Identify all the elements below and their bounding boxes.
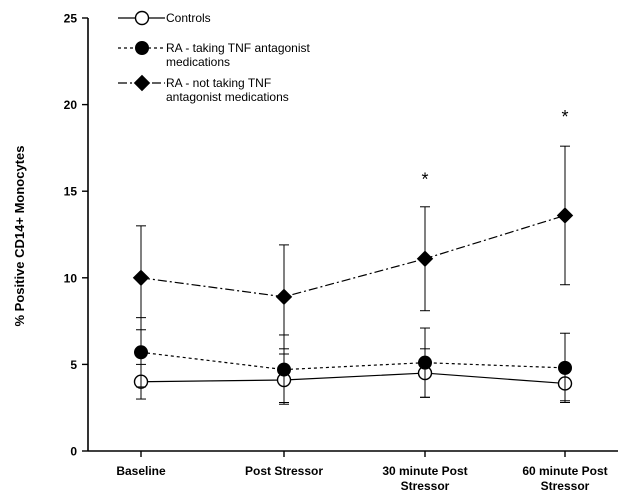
series-line [140, 372, 566, 385]
data-point [416, 250, 434, 267]
y-tick-label: 25 [64, 12, 78, 26]
x-tick-label: Baseline [116, 464, 166, 478]
legend-marker [133, 74, 151, 92]
x-tick-label: Stressor [541, 479, 590, 493]
axes: 0 5 10 15 20 25 Baseline Post Stressor 30 minute… [64, 12, 618, 493]
series-0 [133, 348, 573, 404]
data-point [132, 269, 150, 287]
significance-marker: * [421, 169, 428, 189]
legend-marker [134, 10, 150, 26]
data-point [556, 207, 574, 224]
legend-label: RA - taking TNF antagonist [166, 41, 311, 55]
y-tick-label: 0 [70, 445, 77, 459]
series-line [140, 351, 566, 371]
series-line [140, 214, 566, 298]
legend-label: Controls [166, 11, 211, 25]
y-axis-label: % Positive CD14+ Monocytes [12, 146, 27, 327]
data-point [275, 288, 293, 306]
y-tick-label: 20 [64, 98, 78, 112]
x-tick-label: 30 minute Post [382, 464, 467, 478]
series-2 [132, 145, 574, 350]
data-point [277, 362, 291, 377]
x-tick-label: 60 minute Post [522, 464, 607, 478]
x-tick-label: Stressor [401, 479, 450, 493]
legend-label: RA - not taking TNF [166, 76, 271, 90]
data-point [418, 355, 432, 370]
significance-marker: * [561, 107, 568, 127]
x-tick-label: Post Stressor [245, 464, 323, 478]
y-tick-label: 10 [64, 271, 78, 285]
legend: Controls RA - taking TNF antagonistmedica… [118, 10, 311, 104]
y-tick-label: 15 [64, 185, 78, 199]
legend-label: antagonist medications [166, 90, 289, 104]
legend-marker [135, 41, 149, 55]
legend-label: medications [166, 55, 230, 69]
y-tick-label: 5 [70, 358, 77, 372]
series-1 [134, 317, 572, 405]
data-point [558, 360, 572, 375]
series-layer: ** [132, 107, 574, 405]
data-point [134, 345, 148, 360]
